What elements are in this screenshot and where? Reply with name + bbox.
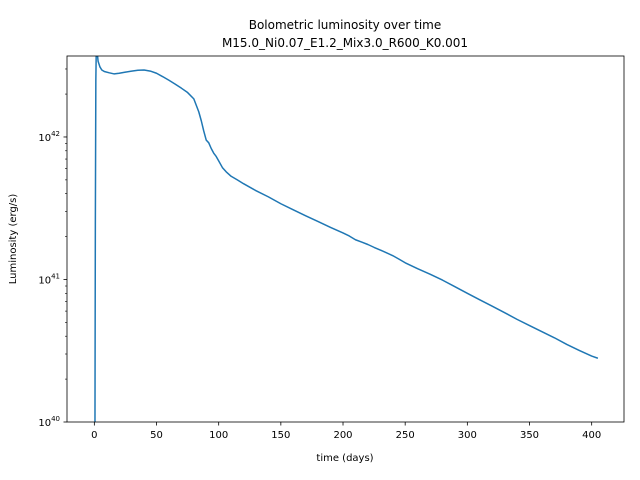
plot-area — [66, 55, 625, 423]
x-axis: 0 50 100 150 200 250 300 350 400 — [91, 422, 601, 441]
x-tick-label: 350 — [520, 430, 539, 441]
x-tick-label: 0 — [91, 430, 97, 441]
y-axis: 1040 1041 1042 — [38, 68, 67, 429]
x-tick-label: 50 — [150, 430, 163, 441]
chart-subtitle: M15.0_Ni0.07_E1.2_Mix3.0_R600_K0.001 — [222, 36, 468, 50]
x-tick-label: 250 — [396, 430, 415, 441]
x-tick-label: 400 — [582, 430, 601, 441]
y-axis-label: Luminosity (erg/s) — [8, 194, 19, 285]
chart-title: Bolometric luminosity over time — [249, 18, 442, 32]
x-axis-label: time (days) — [316, 453, 373, 464]
axes-frame — [66, 55, 625, 423]
series-line-0 — [94, 56, 599, 422]
x-tick-label: 100 — [209, 430, 228, 441]
x-tick-label: 300 — [458, 430, 477, 441]
x-tick-label: 150 — [271, 430, 290, 441]
y-tick-label: 1042 — [38, 130, 60, 144]
x-tick-label: 200 — [333, 430, 352, 441]
y-tick-label: 1041 — [38, 272, 60, 286]
y-tick-label: 1040 — [38, 415, 60, 429]
